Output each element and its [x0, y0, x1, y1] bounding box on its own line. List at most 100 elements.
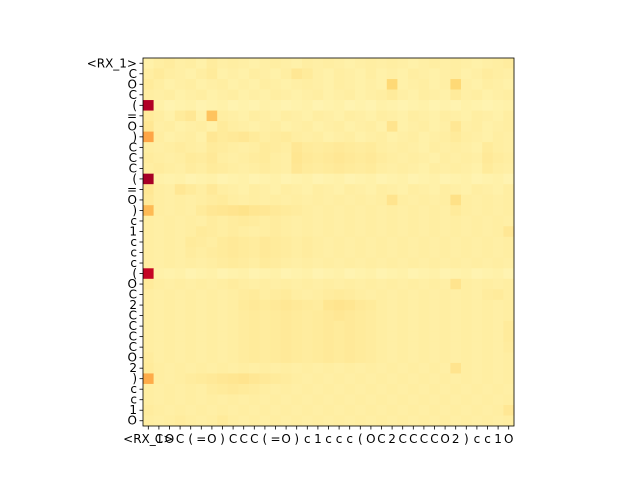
heatmap-cell — [429, 215, 441, 227]
heatmap-cell — [461, 352, 472, 364]
heatmap-cell — [164, 278, 176, 290]
heatmap-cell — [227, 278, 239, 290]
heatmap-cell — [238, 131, 250, 143]
heatmap-cell — [238, 89, 250, 101]
heatmap-cell — [249, 100, 260, 111]
x-tick-label: c — [346, 432, 353, 446]
heatmap-cell — [227, 163, 239, 175]
heatmap-cell — [227, 100, 239, 111]
heatmap-cell — [450, 184, 462, 196]
y-tick-label: O — [128, 351, 137, 365]
heatmap-cell — [312, 152, 324, 164]
heatmap-cell — [471, 215, 483, 227]
heatmap-cell — [461, 278, 472, 290]
heatmap-cell — [386, 142, 398, 154]
heatmap-cell — [259, 131, 271, 143]
heatmap-cell — [471, 394, 483, 406]
heatmap-cell — [249, 320, 260, 332]
heatmap-cell — [323, 362, 335, 374]
heatmap-cell — [312, 173, 324, 185]
heatmap-cell — [408, 173, 419, 185]
heatmap-cell — [503, 173, 515, 185]
heatmap-cell — [344, 79, 356, 90]
heatmap-cell — [164, 404, 176, 416]
heatmap-cell — [227, 299, 239, 311]
heatmap-cell — [439, 205, 451, 217]
heatmap-cell — [312, 373, 324, 385]
heatmap-cell — [217, 194, 229, 206]
heatmap-cell — [174, 362, 186, 374]
heatmap-cell — [270, 68, 282, 80]
heatmap-cell — [492, 163, 504, 175]
x-tick-label: 2 — [452, 432, 460, 446]
heatmap-cell — [206, 131, 218, 143]
heatmap-cell — [174, 226, 186, 238]
heatmap-cell — [270, 257, 282, 269]
heatmap-cell — [333, 58, 345, 69]
heatmap-cell — [461, 236, 472, 248]
y-tick-label: 2 — [129, 361, 137, 375]
heatmap-cell — [450, 415, 462, 427]
heatmap-cell — [291, 394, 303, 406]
heatmap-cell — [227, 68, 239, 80]
heatmap-cell — [376, 362, 388, 374]
heatmap-cell — [249, 152, 260, 164]
heatmap-cell — [429, 394, 441, 406]
heatmap-cell — [418, 100, 430, 111]
heatmap-cell — [450, 173, 462, 185]
heatmap-cell — [174, 278, 186, 290]
heatmap-cell — [238, 331, 250, 343]
heatmap-cell — [450, 121, 462, 132]
heatmap-cell — [418, 79, 430, 90]
heatmap-cell — [376, 341, 388, 353]
heatmap-cell — [355, 299, 366, 311]
heatmap-cell — [206, 121, 218, 132]
heatmap-cell — [185, 142, 197, 154]
heatmap-cell — [461, 205, 472, 217]
heatmap-cell — [227, 383, 239, 395]
heatmap-cell — [450, 278, 462, 290]
heatmap-cell — [355, 278, 366, 290]
heatmap-cell — [429, 163, 441, 175]
heatmap-cell — [429, 89, 441, 101]
x-tick-label: c — [336, 432, 343, 446]
heatmap-cell — [323, 320, 335, 332]
heatmap-cell — [302, 247, 313, 259]
heatmap-cell — [302, 404, 313, 416]
heatmap-cell — [270, 362, 282, 374]
heatmap-cell — [249, 79, 260, 90]
heatmap-cell — [450, 320, 462, 332]
heatmap-cell — [471, 352, 483, 364]
heatmap-cell — [227, 352, 239, 364]
heatmap-cell — [249, 142, 260, 154]
heatmap-cell — [503, 320, 515, 332]
y-tick-label: 2 — [129, 298, 137, 312]
heatmap-cell — [439, 152, 451, 164]
heatmap-cell — [206, 299, 218, 311]
heatmap-cell — [471, 58, 483, 69]
heatmap-cell — [503, 205, 515, 217]
heatmap-cell — [238, 383, 250, 395]
heatmap-cell — [174, 331, 186, 343]
heatmap-cell — [143, 152, 154, 164]
heatmap-cell — [164, 268, 176, 280]
heatmap-cell — [185, 278, 197, 290]
heatmap-cell — [291, 404, 303, 416]
heatmap-cell — [333, 289, 345, 301]
heatmap-cell — [492, 173, 504, 185]
heatmap-cell — [439, 173, 451, 185]
y-tick-label: <RX_1> — [87, 56, 137, 70]
heatmap-cell — [482, 226, 494, 238]
heatmap-cell — [355, 352, 366, 364]
heatmap-cell — [196, 289, 207, 301]
heatmap-cell — [312, 310, 324, 322]
heatmap-cell — [461, 289, 472, 301]
heatmap-cell — [238, 142, 250, 154]
heatmap-cell — [461, 68, 472, 80]
heatmap-cell — [302, 163, 313, 175]
heatmap-cell — [333, 100, 345, 111]
heatmap-cell — [206, 89, 218, 101]
heatmap-cell — [450, 194, 462, 206]
heatmap-cell — [471, 331, 483, 343]
heatmap-cell — [376, 58, 388, 69]
